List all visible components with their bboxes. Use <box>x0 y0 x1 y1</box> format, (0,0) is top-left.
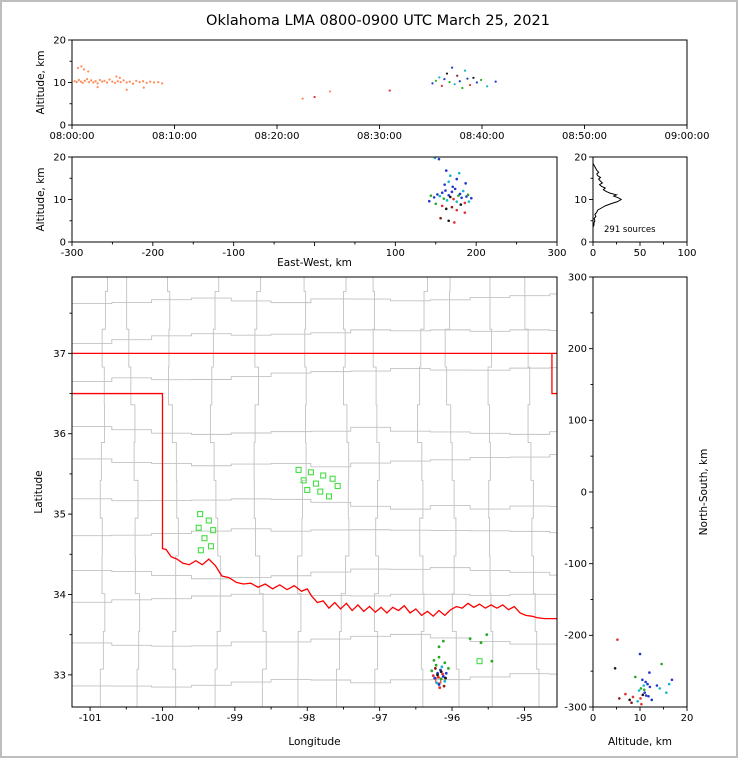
time-height-frame <box>71 39 688 126</box>
ns-height-axes: 0 10 20 300 200 100 0 -100 -200 -300 <box>564 272 693 724</box>
svg-text:50: 50 <box>634 248 647 259</box>
time-height-ylabel: Altitude, km <box>35 50 47 114</box>
lma-station-marker <box>300 477 307 484</box>
lma-station-marker <box>195 524 202 531</box>
lma-station-marker <box>210 527 217 534</box>
svg-text:08:00:00: 08:00:00 <box>50 131 95 142</box>
ew-height-frame <box>71 156 558 243</box>
lma-station-marker <box>325 493 333 500</box>
ns-height-frame <box>592 276 688 708</box>
svg-text:0: 0 <box>590 713 596 724</box>
histogram-content <box>593 157 623 242</box>
svg-text:10: 10 <box>53 78 66 89</box>
ew-height-content <box>427 157 473 224</box>
svg-text:0: 0 <box>590 248 596 259</box>
svg-text:08:40:00: 08:40:00 <box>460 131 505 142</box>
svg-text:-100: -100 <box>564 559 587 570</box>
svg-text:100: 100 <box>386 248 405 259</box>
lma-station-marker <box>317 488 324 495</box>
svg-text:10: 10 <box>53 195 66 206</box>
lma-station-marker <box>304 486 311 494</box>
panel-time-height: 08:00:00 08:10:00 08:20:00 08:30:00 08:40:00… <box>35 35 709 142</box>
map-content <box>72 277 557 707</box>
svg-text:0: 0 <box>581 487 587 498</box>
svg-text:200: 200 <box>467 248 486 259</box>
panel-map: -101 -100 -99 -98 -97 -96 -95 33 34 35 36 37 Latitu… <box>33 276 558 748</box>
svg-text:08:50:00: 08:50:00 <box>562 131 607 142</box>
svg-text:-100: -100 <box>151 713 174 724</box>
svg-text:-100: -100 <box>222 248 245 259</box>
lma-station-marker <box>197 511 204 518</box>
map-frame <box>71 276 558 708</box>
histogram-axes: 0 50 100 0 10 20 <box>574 152 696 259</box>
svg-text:33: 33 <box>53 670 66 681</box>
svg-text:09:00:00: 09:00:00 <box>665 131 710 142</box>
svg-text:100: 100 <box>568 416 587 427</box>
ns-height-ylabel-right: North-South, km <box>698 449 710 536</box>
svg-text:37: 37 <box>53 349 66 360</box>
svg-text:-200: -200 <box>564 631 587 642</box>
svg-text:-96: -96 <box>444 713 460 724</box>
lma-station-marker <box>201 535 208 542</box>
svg-text:-200: -200 <box>141 248 164 259</box>
svg-text:08:10:00: 08:10:00 <box>152 131 197 142</box>
svg-text:-300: -300 <box>61 248 84 259</box>
svg-text:08:20:00: 08:20:00 <box>255 131 300 142</box>
lma-station-marker <box>334 482 341 490</box>
panel-ns-height: 0 10 20 300 200 100 0 -100 -200 -300 Altitude, km… <box>564 272 710 748</box>
svg-text:-300: -300 <box>564 702 587 713</box>
svg-text:08:30:00: 08:30:00 <box>357 131 402 142</box>
svg-text:10: 10 <box>574 195 587 206</box>
lma-station-marker <box>312 480 319 487</box>
ns-height-xlabel: Altitude, km <box>608 736 672 748</box>
square-marker <box>476 658 483 665</box>
time-height-content <box>73 65 497 100</box>
ew-height-axes: -300 -200 -100 100 200 300 0 10 20 <box>53 152 566 259</box>
ns-height-content <box>613 638 674 706</box>
panel-histogram: 0 50 100 0 10 20 291 sources <box>574 152 696 259</box>
svg-text:20: 20 <box>53 35 66 46</box>
lma-station-marker <box>295 466 302 473</box>
svg-text:-98: -98 <box>299 713 315 724</box>
svg-text:36: 36 <box>53 429 66 440</box>
svg-text:0: 0 <box>60 120 66 131</box>
source-count-label: 291 sources <box>604 225 656 235</box>
time-height-axes: 08:00:00 08:10:00 08:20:00 08:30:00 08:40:00… <box>50 35 710 142</box>
ew-height-xlabel: East-West, km <box>277 257 352 269</box>
lma-station-marker <box>205 517 212 524</box>
lma-station-marker <box>207 543 215 550</box>
svg-text:-95: -95 <box>516 713 532 724</box>
lma-station-marker <box>197 547 204 554</box>
svg-text:10: 10 <box>634 713 647 724</box>
svg-text:20: 20 <box>574 152 587 163</box>
lma-station-marker <box>307 469 314 476</box>
svg-text:-97: -97 <box>371 713 387 724</box>
svg-text:300: 300 <box>568 272 587 283</box>
svg-text:0: 0 <box>60 237 66 248</box>
svg-text:34: 34 <box>53 590 66 601</box>
plot-title: Oklahoma LMA 0800-0900 UTC March 25, 202… <box>206 13 550 29</box>
map-axes: -101 -100 -99 -98 -97 -96 -95 33 34 35 36 37 <box>53 312 533 724</box>
ew-height-ylabel: Altitude, km <box>35 167 47 231</box>
map-ylabel: Latitude <box>33 470 45 513</box>
svg-text:-99: -99 <box>227 713 243 724</box>
map-xlabel: Longitude <box>288 736 340 748</box>
svg-text:20: 20 <box>53 152 66 163</box>
svg-text:35: 35 <box>53 510 66 521</box>
svg-text:300: 300 <box>547 248 566 259</box>
svg-text:0: 0 <box>581 237 587 248</box>
lma-station-marker <box>320 472 327 479</box>
svg-text:100: 100 <box>677 248 696 259</box>
lma-station-marker <box>329 475 336 482</box>
svg-text:20: 20 <box>681 713 694 724</box>
svg-text:-101: -101 <box>79 713 102 724</box>
svg-text:200: 200 <box>568 344 587 355</box>
